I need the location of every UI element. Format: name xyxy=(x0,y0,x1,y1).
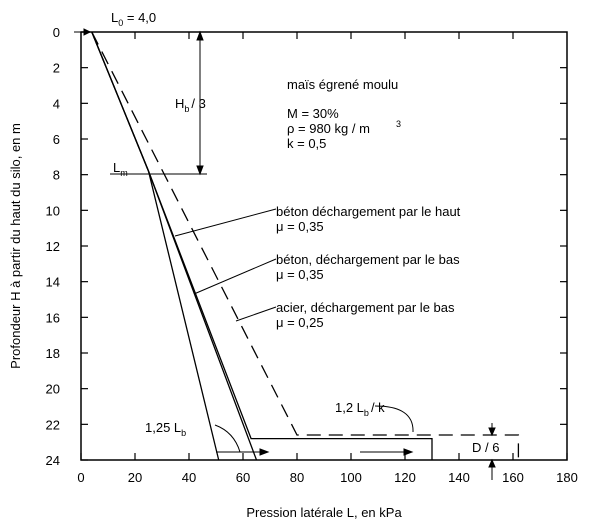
y-tick-label-0: 0 xyxy=(53,25,60,40)
annotation-l0: L0 = 4,0 xyxy=(111,10,156,28)
x-tick-label-100: 100 xyxy=(340,470,362,485)
leader-1-25-lb xyxy=(214,424,241,453)
material-moisture: M = 30% xyxy=(287,106,339,121)
x-tick-label-180: 180 xyxy=(556,470,578,485)
y-tick-label-10: 10 xyxy=(46,203,60,218)
annotation-1-2-lb-suffix: / k xyxy=(371,400,385,415)
y-tick-label-22: 22 xyxy=(46,417,60,432)
y-tick-label-2: 2 xyxy=(53,61,60,76)
leader-beton-haut xyxy=(174,208,277,237)
series-line-3 xyxy=(91,31,520,460)
l125-arrow-head xyxy=(259,448,270,456)
annotation-l0-symbol: L xyxy=(111,10,118,25)
x-tick-label-60: 60 xyxy=(236,470,250,485)
annotation-lm-symbol: L xyxy=(113,160,120,175)
annotation-lines xyxy=(74,28,496,480)
series-label-beton-bas: béton, déchargement par le bas xyxy=(276,252,460,267)
series-lines xyxy=(91,31,520,461)
material-k: k = 0,5 xyxy=(287,136,326,151)
hb-arrow-bottom xyxy=(196,165,204,176)
l0-arrow-head xyxy=(83,28,92,36)
y-tick-label-20: 20 xyxy=(46,382,60,397)
y-axis-label: Profondeur H à partir du haut du silo, e… xyxy=(8,123,23,369)
annotation-1-25-lb: 1,25 Lb xyxy=(145,420,186,438)
x-tick-label-120: 120 xyxy=(394,470,416,485)
material-block: maïs égrené moulu M = 30% ρ = 980 kg / m… xyxy=(287,77,401,151)
y-tick-label-4: 4 xyxy=(53,96,60,111)
annotation-lm: Lm xyxy=(113,160,128,178)
annotation-1-2-lb-k: 1,2 Lb / k xyxy=(335,400,385,418)
y-tick-label-16: 16 xyxy=(46,310,60,325)
x-tick-label-0: 0 xyxy=(77,470,84,485)
series-mu-beton-bas: μ = 0,35 xyxy=(276,267,324,282)
leader-1-2-lb xyxy=(374,405,414,433)
annotation-1-2-lb-subscript: b xyxy=(364,408,369,418)
hb-arrow-top xyxy=(196,30,204,41)
d6-arrow-bottom-head xyxy=(488,458,496,468)
annotation-hb-symbol: H xyxy=(175,96,184,111)
x-tick-label-160: 160 xyxy=(502,470,524,485)
y-tick-label-12: 12 xyxy=(46,239,60,254)
annotation-1-25-lb-text: 1,25 L xyxy=(145,420,181,435)
annotations: L0 = 4,0 Hb/ 3 Lm 1,25 Lb 1,2 Lb / k D / … xyxy=(111,10,499,455)
series-line-4 xyxy=(91,31,258,461)
y-tick-label-6: 6 xyxy=(53,132,60,147)
y-tick-label-24: 24 xyxy=(46,453,60,468)
annotation-1-25-lb-subscript: b xyxy=(181,428,186,438)
d6-arrow-top-head xyxy=(488,427,496,437)
series-label-acier-bas: acier, déchargement par le bas xyxy=(276,300,455,315)
l12-arrow-head xyxy=(403,448,414,456)
annotation-l0-value: = 4,0 xyxy=(123,10,156,25)
x-tick-label-20: 20 xyxy=(128,470,142,485)
x-tick-label-140: 140 xyxy=(448,470,470,485)
x-tick-label-40: 40 xyxy=(182,470,196,485)
material-title: maïs égrené moulu xyxy=(287,77,398,92)
annotation-d-over-6: D / 6 xyxy=(472,440,499,455)
y-tick-label-14: 14 xyxy=(46,275,60,290)
annotation-hb-subscript: b xyxy=(184,104,189,114)
series-mu-acier-bas: μ = 0,25 xyxy=(276,315,324,330)
x-tick-label-80: 80 xyxy=(290,470,304,485)
annotation-1-2-lb-text: 1,2 L xyxy=(335,400,364,415)
annotation-lm-subscript: m xyxy=(120,168,128,178)
y-tick-label-8: 8 xyxy=(53,168,60,183)
x-axis-label: Pression latérale L, en kPa xyxy=(246,505,402,520)
material-density-exponent: 3 xyxy=(396,119,401,129)
series-mu-beton-haut: μ = 0,35 xyxy=(276,219,324,234)
material-density: ρ = 980 kg / m xyxy=(287,121,370,136)
series-line-2 xyxy=(91,31,433,460)
series-label-beton-haut: béton déchargement par le haut xyxy=(276,204,461,219)
y-tick-label-18: 18 xyxy=(46,346,60,361)
series-labels: béton déchargement par le haut μ = 0,35 … xyxy=(276,204,461,330)
annotation-hb-suffix: / 3 xyxy=(191,96,205,111)
annotation-l0-subscript: 0 xyxy=(118,18,123,28)
leader-beton-bas xyxy=(193,258,277,295)
annotation-hb: Hb/ 3 xyxy=(175,96,206,114)
leader-acier-bas xyxy=(235,306,277,322)
axis-ticks: 0 20 40 60 80 100 120 140 160 1800246810121416182… xyxy=(46,25,578,485)
plot-frame xyxy=(80,31,568,461)
